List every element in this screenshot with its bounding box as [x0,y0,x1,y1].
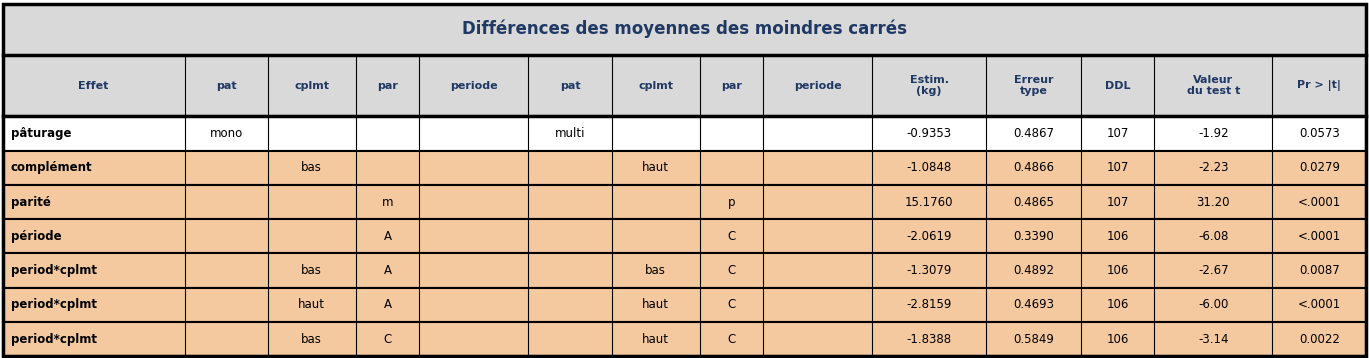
Text: Erreur
type: Erreur type [1014,75,1054,96]
Text: Pr > |t|: Pr > |t| [1298,80,1342,91]
Text: 0.3390: 0.3390 [1013,230,1054,243]
Text: A: A [383,264,392,277]
Text: C: C [727,230,735,243]
Text: cplmt: cplmt [294,81,330,91]
Text: période: période [11,230,62,243]
Text: period*cplmt: period*cplmt [11,298,97,311]
Text: A: A [383,230,392,243]
Text: m: m [382,195,393,209]
FancyBboxPatch shape [3,288,1366,322]
Text: mono: mono [209,127,242,140]
Text: 0.4867: 0.4867 [1013,127,1054,140]
Text: 0.0573: 0.0573 [1299,127,1340,140]
FancyBboxPatch shape [3,185,1366,219]
Text: -1.8388: -1.8388 [906,333,951,345]
Text: 31.20: 31.20 [1197,195,1229,209]
Text: 106: 106 [1106,298,1129,311]
Text: multi: multi [554,127,586,140]
FancyBboxPatch shape [3,219,1366,253]
Text: haut: haut [642,298,669,311]
Text: periode: periode [794,81,842,91]
Text: bas: bas [301,333,322,345]
Text: -1.92: -1.92 [1198,127,1228,140]
Text: -2.0619: -2.0619 [906,230,951,243]
Text: parité: parité [11,195,51,209]
Text: p: p [728,195,735,209]
Text: period*cplmt: period*cplmt [11,264,97,277]
Text: -2.8159: -2.8159 [906,298,951,311]
Text: C: C [727,333,735,345]
Text: -2.23: -2.23 [1198,161,1228,174]
Text: pat: pat [560,81,580,91]
Text: Effet: Effet [78,81,108,91]
Text: -6.00: -6.00 [1198,298,1228,311]
FancyBboxPatch shape [3,4,1366,55]
Text: period*cplmt: period*cplmt [11,333,97,345]
Text: <.0001: <.0001 [1298,298,1340,311]
Text: pat: pat [216,81,237,91]
Text: 0.0279: 0.0279 [1299,161,1340,174]
FancyBboxPatch shape [3,55,1366,116]
Text: A: A [383,298,392,311]
Text: <.0001: <.0001 [1298,195,1340,209]
Text: C: C [727,264,735,277]
Text: 106: 106 [1106,333,1129,345]
Text: haut: haut [642,333,669,345]
Text: -6.08: -6.08 [1198,230,1228,243]
Text: 107: 107 [1106,195,1129,209]
Text: DDL: DDL [1105,81,1131,91]
FancyBboxPatch shape [3,253,1366,288]
Text: -0.9353: -0.9353 [906,127,951,140]
Text: 0.0022: 0.0022 [1299,333,1340,345]
Text: bas: bas [301,264,322,277]
Text: bas: bas [301,161,322,174]
Text: bas: bas [645,264,667,277]
Text: Valeur
du test t: Valeur du test t [1187,75,1240,96]
Text: 0.4892: 0.4892 [1013,264,1054,277]
Text: par: par [376,81,398,91]
Text: 0.4865: 0.4865 [1013,195,1054,209]
Text: <.0001: <.0001 [1298,230,1340,243]
Text: cplmt: cplmt [638,81,674,91]
Text: 15.1760: 15.1760 [905,195,953,209]
Text: C: C [727,298,735,311]
Text: -1.0848: -1.0848 [906,161,951,174]
Text: C: C [383,333,392,345]
FancyBboxPatch shape [3,322,1366,356]
Text: par: par [721,81,742,91]
Text: complément: complément [11,161,93,174]
Text: 107: 107 [1106,127,1129,140]
Text: Estim.
(kg): Estim. (kg) [909,75,949,96]
Text: 0.4866: 0.4866 [1013,161,1054,174]
Text: 0.5849: 0.5849 [1013,333,1054,345]
Text: -2.67: -2.67 [1198,264,1228,277]
Text: 106: 106 [1106,264,1129,277]
Text: 0.4693: 0.4693 [1013,298,1054,311]
Text: 106: 106 [1106,230,1129,243]
Text: -1.3079: -1.3079 [906,264,951,277]
FancyBboxPatch shape [3,151,1366,185]
Text: pâturage: pâturage [11,127,71,140]
Text: haut: haut [298,298,326,311]
Text: haut: haut [642,161,669,174]
Text: Différences des moyennes des moindres carrés: Différences des moyennes des moindres ca… [461,20,908,38]
Text: 0.0087: 0.0087 [1299,264,1340,277]
Text: periode: periode [450,81,498,91]
Text: -3.14: -3.14 [1198,333,1228,345]
FancyBboxPatch shape [3,116,1366,151]
Text: 107: 107 [1106,161,1129,174]
